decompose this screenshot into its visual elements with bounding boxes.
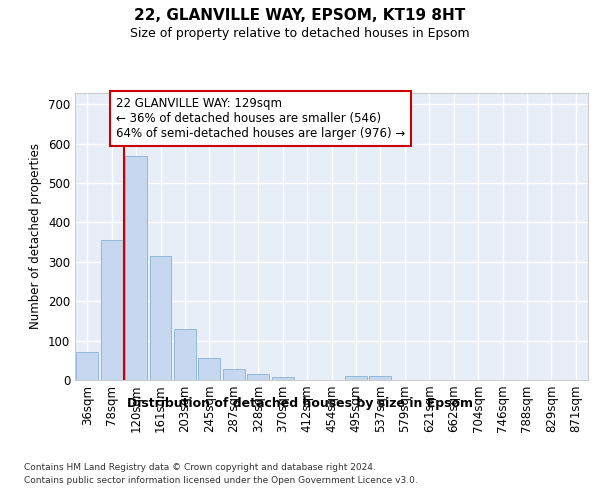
- Text: Contains HM Land Registry data © Crown copyright and database right 2024.: Contains HM Land Registry data © Crown c…: [24, 462, 376, 471]
- Text: 22 GLANVILLE WAY: 129sqm
← 36% of detached houses are smaller (546)
64% of semi-: 22 GLANVILLE WAY: 129sqm ← 36% of detach…: [116, 97, 405, 140]
- Text: Distribution of detached houses by size in Epsom: Distribution of detached houses by size …: [127, 398, 473, 410]
- Bar: [345, 376, 367, 380]
- Y-axis label: Number of detached properties: Number of detached properties: [29, 143, 43, 329]
- Bar: [76, 352, 98, 380]
- Bar: [272, 377, 293, 380]
- Bar: [125, 156, 147, 380]
- Bar: [199, 358, 220, 380]
- Text: Size of property relative to detached houses in Epsom: Size of property relative to detached ho…: [130, 28, 470, 40]
- Bar: [174, 329, 196, 380]
- Bar: [247, 374, 269, 380]
- Bar: [370, 376, 391, 380]
- Text: Contains public sector information licensed under the Open Government Licence v3: Contains public sector information licen…: [24, 476, 418, 485]
- Bar: [149, 256, 172, 380]
- Bar: [223, 370, 245, 380]
- Bar: [101, 240, 122, 380]
- Text: 22, GLANVILLE WAY, EPSOM, KT19 8HT: 22, GLANVILLE WAY, EPSOM, KT19 8HT: [134, 8, 466, 22]
